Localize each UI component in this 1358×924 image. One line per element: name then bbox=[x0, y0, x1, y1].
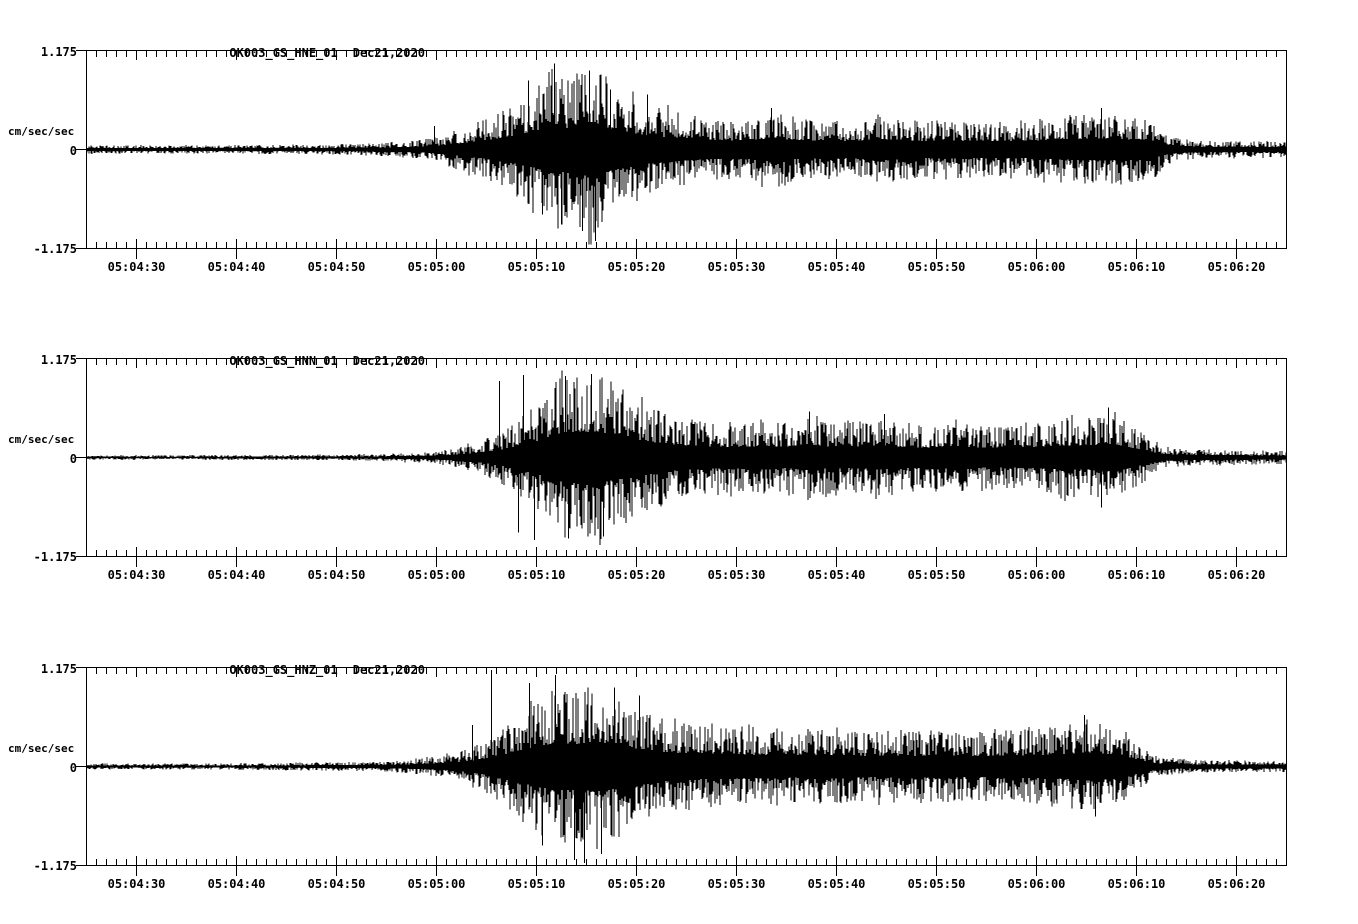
axis-ticks bbox=[76, 667, 1287, 876]
x-tick-label: 05:04:50 bbox=[307, 260, 366, 274]
x-tick-label: 05:05:10 bbox=[507, 260, 566, 274]
y-tick-label-min: -1.175 bbox=[33, 242, 77, 256]
x-tick-label: 05:05:00 bbox=[407, 877, 466, 891]
waveform-plot-hnz bbox=[76, 667, 1287, 876]
x-tick-label: 05:05:20 bbox=[607, 568, 666, 582]
seismogram-trace bbox=[86, 669, 1287, 864]
x-tick-label: 05:05:40 bbox=[807, 260, 866, 274]
x-tick-label: 05:06:10 bbox=[1107, 877, 1166, 891]
seismogram-trace bbox=[86, 370, 1287, 545]
x-tick-label: 05:05:30 bbox=[707, 877, 766, 891]
y-tick-label-max: 1.175 bbox=[40, 662, 77, 676]
x-tick-label: 05:06:00 bbox=[1007, 877, 1066, 891]
x-tick-label: 05:05:30 bbox=[707, 260, 766, 274]
x-tick-label: 05:05:50 bbox=[907, 568, 966, 582]
y-tick-label-zero: 0 bbox=[69, 452, 77, 466]
x-tick-label: 05:06:10 bbox=[1107, 260, 1166, 274]
x-tick-label: 05:05:10 bbox=[507, 877, 566, 891]
x-tick-label: 05:05:30 bbox=[707, 568, 766, 582]
y-axis-unit-label: cm/sec/sec bbox=[8, 433, 75, 446]
waveform-plot-hne bbox=[76, 50, 1287, 259]
x-tick-label: 05:05:00 bbox=[407, 568, 466, 582]
x-tick-label: 05:05:20 bbox=[607, 260, 666, 274]
x-axis-labels: 05:04:30 05:04:40 05:04:50 05:05:00 05:05:10… bbox=[86, 260, 1287, 276]
waveform-plot-hnn bbox=[76, 358, 1287, 567]
x-tick-label: 05:04:30 bbox=[107, 877, 166, 891]
y-tick-label-min: -1.175 bbox=[33, 859, 77, 873]
x-tick-label: 05:05:40 bbox=[807, 877, 866, 891]
x-tick-label: 05:05:50 bbox=[907, 877, 966, 891]
y-axis-unit-label: cm/sec/sec bbox=[8, 742, 75, 755]
x-tick-label: 05:04:50 bbox=[307, 877, 366, 891]
x-tick-label: 05:05:10 bbox=[507, 568, 566, 582]
axis-ticks bbox=[76, 50, 1287, 259]
x-tick-label: 05:05:00 bbox=[407, 260, 466, 274]
x-tick-label: 05:06:20 bbox=[1207, 568, 1266, 582]
x-tick-label: 05:06:00 bbox=[1007, 260, 1066, 274]
x-tick-label: 05:06:00 bbox=[1007, 568, 1066, 582]
x-tick-label: 05:04:50 bbox=[307, 568, 366, 582]
x-tick-label: 05:05:40 bbox=[807, 568, 866, 582]
x-tick-label: 05:05:20 bbox=[607, 877, 666, 891]
x-tick-label: 05:06:10 bbox=[1107, 568, 1166, 582]
y-tick-label-min: -1.175 bbox=[33, 550, 77, 564]
axis-ticks bbox=[76, 358, 1287, 567]
y-tick-label-max: 1.175 bbox=[40, 45, 77, 59]
x-tick-label: 05:06:20 bbox=[1207, 260, 1266, 274]
y-axis-unit-label: cm/sec/sec bbox=[8, 125, 75, 138]
x-tick-label: 05:04:30 bbox=[107, 568, 166, 582]
x-tick-label: 05:04:40 bbox=[207, 568, 266, 582]
y-tick-label-max: 1.175 bbox=[40, 353, 77, 367]
x-tick-label: 05:04:40 bbox=[207, 260, 266, 274]
y-tick-label-zero: 0 bbox=[69, 144, 77, 158]
seismogram-trace bbox=[86, 63, 1287, 245]
x-tick-label: 05:04:40 bbox=[207, 877, 266, 891]
x-tick-label: 05:04:30 bbox=[107, 260, 166, 274]
y-tick-label-zero: 0 bbox=[69, 761, 77, 775]
x-axis-labels: 05:04:30 05:04:40 05:04:50 05:05:00 05:05:10… bbox=[86, 877, 1287, 893]
x-tick-label: 05:05:50 bbox=[907, 260, 966, 274]
x-axis-labels: 05:04:30 05:04:40 05:04:50 05:05:00 05:05:10… bbox=[86, 568, 1287, 584]
x-tick-label: 05:06:20 bbox=[1207, 877, 1266, 891]
